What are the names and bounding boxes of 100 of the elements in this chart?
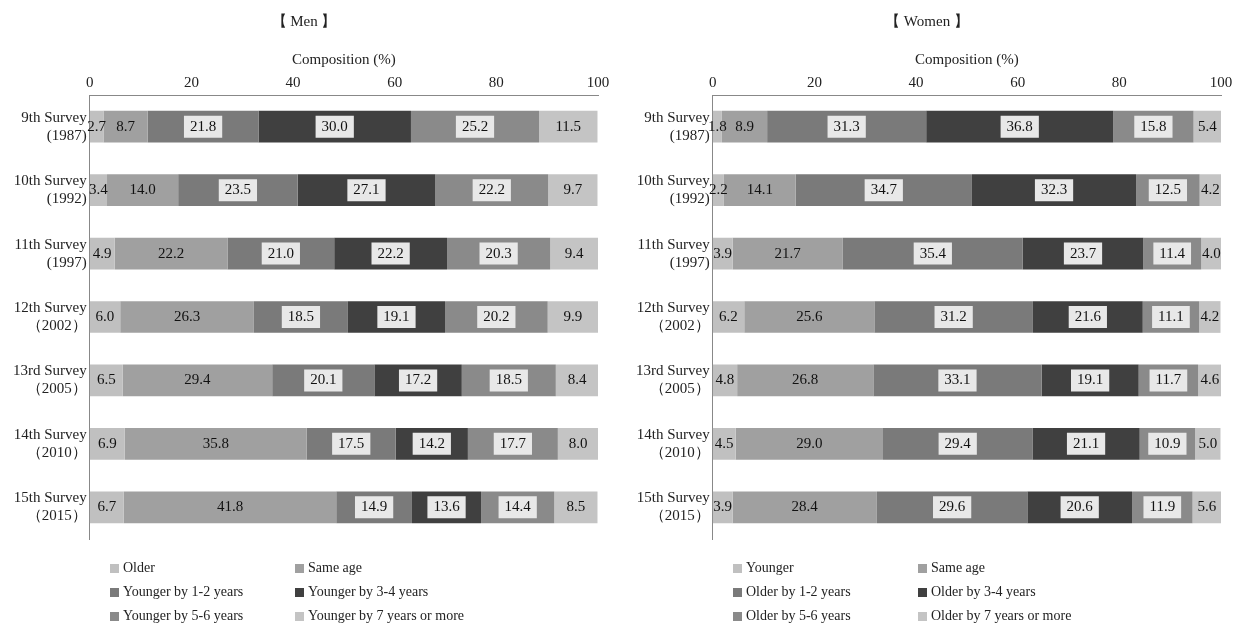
bar — [732, 237, 843, 270]
x-tick-label: 0 — [85, 73, 94, 90]
y-tick-label: 14th Survey （2010） — [13, 425, 88, 460]
bar — [89, 428, 125, 460]
data-label: 26.8 — [792, 371, 819, 388]
x-tick-label: 60 — [1010, 73, 1026, 90]
x-tick-label: 80 — [488, 73, 504, 90]
legend-label: Younger by 3-4 years — [308, 584, 429, 600]
data-label: 14.9 — [360, 498, 388, 515]
data-label: 14.0 — [129, 181, 156, 198]
x-tick-label: 20 — [183, 73, 199, 90]
y-tick-label: 10th Survey (1992) — [13, 172, 88, 208]
data-label: 2.2 — [708, 181, 728, 198]
data-label: 4.0 — [1201, 244, 1221, 261]
legend-label: Older by 1-2 years — [746, 584, 851, 600]
bar — [744, 301, 875, 333]
data-label: 11.5 — [555, 117, 582, 134]
data-label: 8.7 — [116, 117, 136, 134]
bar — [122, 364, 273, 397]
legend-label: Younger — [746, 560, 794, 576]
data-label: 19.1 — [383, 307, 410, 324]
x-tick-label: 40 — [285, 73, 301, 90]
bar — [550, 237, 598, 270]
data-label: 17.7 — [499, 434, 527, 451]
x-tick-label: 100 — [586, 73, 610, 90]
data-label: 21.8 — [189, 117, 217, 134]
data-label: 13.6 — [433, 498, 461, 515]
data-label: 20.3 — [485, 244, 512, 261]
data-label: 8.4 — [567, 371, 588, 388]
data-label: 3.9 — [713, 244, 733, 261]
data-label: 41.8 — [216, 498, 244, 515]
bar — [114, 237, 228, 270]
data-label: 27.1 — [353, 181, 380, 198]
bar — [107, 174, 179, 206]
data-label: 29.4 — [944, 434, 972, 451]
data-label: 5.0 — [1198, 434, 1218, 451]
bar — [712, 301, 745, 333]
data-label: 17.2 — [404, 371, 432, 388]
data-label: 11.1 — [1158, 307, 1184, 324]
data-label: 35.8 — [202, 434, 229, 451]
data-label: 23.5 — [224, 181, 252, 198]
bar — [557, 428, 598, 460]
x-axis-title: Composition (%) — [292, 50, 396, 68]
data-label: 14.4 — [504, 498, 532, 515]
data-label: 9.4 — [564, 244, 584, 261]
data-label: 30.0 — [321, 117, 348, 134]
bar — [1193, 110, 1221, 143]
data-label: 9.7 — [563, 181, 583, 198]
bar — [89, 491, 124, 524]
bar — [712, 428, 736, 460]
data-label: 14.1 — [746, 181, 773, 198]
y-tick-label: 11th Survey (1997) — [14, 235, 88, 271]
bar — [547, 301, 598, 333]
data-label: 32.3 — [1040, 181, 1068, 198]
data-label: 19.1 — [1077, 371, 1104, 388]
data-label: 12.5 — [1154, 181, 1182, 198]
data-label: 36.8 — [1006, 117, 1033, 134]
data-label: 34.7 — [870, 181, 898, 198]
data-label: 29.6 — [939, 498, 966, 515]
legend-label: Older by 5-6 years — [746, 608, 851, 624]
data-label: 5.6 — [1197, 498, 1217, 515]
legend-label: Younger by 1-2 years — [123, 584, 244, 600]
data-label: 35.4 — [919, 244, 947, 261]
data-label: 21.0 — [267, 244, 294, 261]
data-label: 3.4 — [89, 181, 109, 198]
x-tick-label: 20 — [806, 73, 822, 90]
x-axis-title: Composition (%) — [915, 50, 1019, 68]
x-tick-label: 80 — [1111, 73, 1127, 90]
data-label: 6.5 — [96, 371, 116, 388]
data-label: 20.1 — [310, 371, 337, 388]
x-tick-label: 100 — [1209, 73, 1233, 90]
data-label: 4.9 — [92, 244, 112, 261]
data-label: 26.3 — [173, 307, 201, 324]
bar — [732, 491, 877, 524]
y-tick-label: 9th Survey (1987) — [21, 108, 88, 144]
data-label: 9.9 — [563, 307, 583, 324]
bar — [737, 364, 874, 397]
bar — [124, 428, 307, 460]
data-label: 6.9 — [97, 434, 117, 451]
bar — [555, 364, 598, 397]
bar — [548, 174, 598, 206]
data-label: 29.4 — [184, 371, 212, 388]
y-tick-label: 13rd Survey （2005） — [635, 362, 711, 397]
data-label: 28.4 — [791, 498, 819, 515]
data-label: 11.4 — [1159, 244, 1186, 261]
data-label: 6.0 — [95, 307, 115, 324]
data-label: 4.2 — [1200, 181, 1220, 198]
data-label: 20.2 — [483, 307, 510, 324]
data-label: 22.2 — [478, 181, 505, 198]
bar — [123, 491, 337, 524]
data-label: 4.6 — [1200, 371, 1220, 388]
data-label: 11.9 — [1149, 498, 1176, 515]
data-label: 15.8 — [1140, 117, 1167, 134]
data-label: 25.6 — [796, 307, 823, 324]
bar — [539, 110, 598, 143]
data-label: 17.5 — [338, 434, 365, 451]
chart-title: 【 Men 】 — [271, 12, 337, 29]
x-tick-label: 0 — [708, 73, 717, 90]
x-tick-label: 60 — [387, 73, 403, 90]
data-label: 6.2 — [719, 307, 738, 324]
